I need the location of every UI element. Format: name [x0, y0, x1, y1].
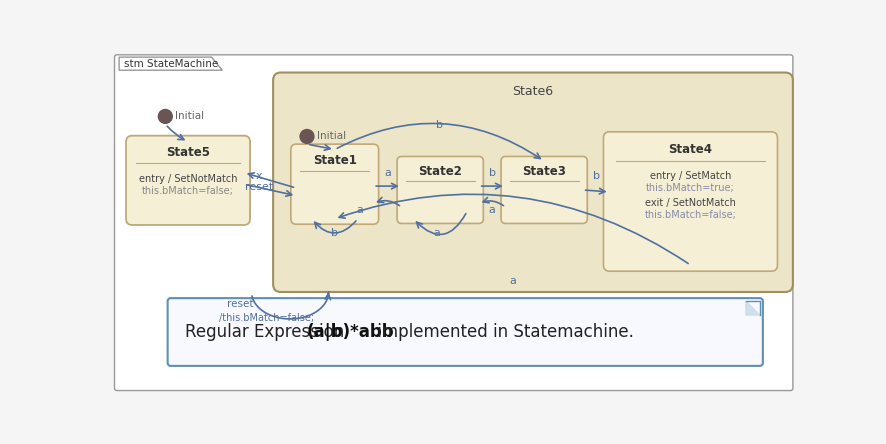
- FancyBboxPatch shape: [126, 136, 250, 225]
- Text: implemented in Statemachine.: implemented in Statemachine.: [372, 323, 633, 341]
- Text: State3: State3: [522, 165, 566, 178]
- Text: entry / SetMatch: entry / SetMatch: [649, 171, 731, 182]
- FancyBboxPatch shape: [397, 156, 484, 223]
- Text: State6: State6: [512, 84, 554, 98]
- Text: /this.bMatch=false;: /this.bMatch=false;: [219, 313, 315, 323]
- Circle shape: [300, 130, 314, 143]
- Text: this.bMatch=false;: this.bMatch=false;: [644, 210, 736, 220]
- Text: State4: State4: [668, 143, 712, 156]
- FancyBboxPatch shape: [501, 156, 587, 223]
- Text: State2: State2: [418, 165, 462, 178]
- Text: x: x: [256, 171, 262, 181]
- Text: State5: State5: [166, 146, 210, 159]
- Text: a: a: [433, 228, 439, 238]
- FancyBboxPatch shape: [603, 132, 778, 271]
- Text: reset: reset: [245, 182, 274, 191]
- Circle shape: [159, 110, 172, 123]
- Text: stm StateMachine: stm StateMachine: [124, 59, 218, 69]
- Text: (a|b)*abb: (a|b)*abb: [307, 323, 394, 341]
- Text: a: a: [489, 206, 495, 215]
- Text: Initial: Initial: [175, 111, 205, 121]
- Text: exit / SetNotMatch: exit / SetNotMatch: [645, 198, 736, 208]
- Text: b: b: [436, 120, 443, 130]
- Text: State1: State1: [313, 154, 357, 167]
- Text: this.bMatch=false;: this.bMatch=false;: [142, 186, 234, 196]
- FancyBboxPatch shape: [291, 144, 378, 224]
- Polygon shape: [746, 301, 760, 315]
- Text: this.bMatch=true;: this.bMatch=true;: [646, 183, 734, 193]
- Text: b: b: [331, 228, 338, 238]
- Text: b: b: [489, 168, 495, 178]
- Text: reset: reset: [227, 299, 253, 309]
- Text: Initial: Initial: [317, 131, 346, 142]
- FancyBboxPatch shape: [167, 298, 763, 366]
- Text: a: a: [509, 276, 516, 286]
- Text: entry / SetNotMatch: entry / SetNotMatch: [139, 174, 237, 184]
- FancyBboxPatch shape: [114, 55, 793, 391]
- Polygon shape: [119, 57, 222, 70]
- Text: b: b: [593, 171, 600, 181]
- Text: a: a: [384, 168, 391, 178]
- Text: a: a: [356, 205, 362, 214]
- Text: Regular Expression: Regular Expression: [184, 323, 349, 341]
- FancyBboxPatch shape: [273, 72, 793, 292]
